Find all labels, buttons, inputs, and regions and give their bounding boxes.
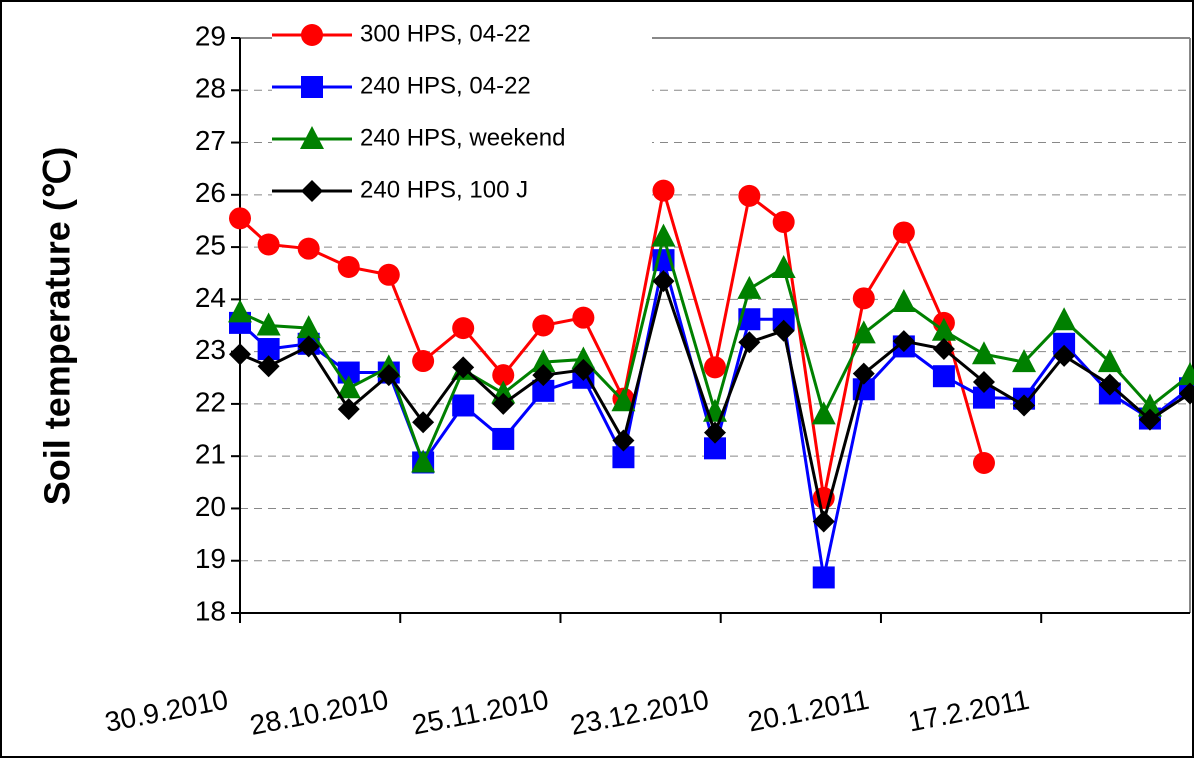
marker (229, 207, 251, 230)
marker (492, 392, 515, 415)
marker (531, 349, 556, 373)
marker (932, 365, 955, 388)
marker (772, 319, 795, 342)
y-tick-label: 27 (195, 125, 226, 156)
marker (452, 317, 475, 340)
marker (257, 233, 280, 256)
marker (532, 364, 555, 387)
y-tick-label: 19 (195, 543, 226, 574)
marker (1138, 408, 1161, 431)
marker (972, 386, 995, 409)
marker (411, 449, 436, 473)
marker (301, 24, 323, 46)
marker (296, 315, 321, 339)
marker (772, 211, 795, 233)
marker (811, 401, 836, 425)
marker (301, 76, 323, 98)
marker (652, 179, 675, 202)
marker (1097, 349, 1122, 373)
y-tick-label: 26 (195, 177, 226, 208)
marker (851, 320, 876, 344)
marker (611, 388, 636, 412)
marker (1179, 382, 1194, 405)
marker (612, 429, 635, 452)
marker (256, 312, 281, 336)
marker (892, 221, 915, 244)
marker (492, 364, 515, 387)
marker (651, 223, 676, 247)
marker (572, 358, 595, 381)
marker (257, 355, 280, 378)
marker (492, 427, 515, 450)
marker (704, 437, 726, 460)
marker (1052, 307, 1077, 331)
marker (1053, 344, 1076, 367)
marker (257, 338, 280, 361)
marker (772, 308, 795, 331)
marker (852, 287, 875, 310)
y-tick-label: 22 (195, 386, 226, 417)
legend-label: 240 HPS, 04-22 (360, 72, 531, 99)
y-axis-label: Soil temperature (℃) (37, 147, 78, 506)
y-tick-label: 29 (195, 20, 226, 51)
marker (452, 394, 475, 417)
y-tick-label: 28 (195, 73, 226, 104)
marker (412, 411, 435, 434)
y-tick-label: 18 (195, 595, 226, 626)
marker (412, 350, 435, 373)
marker (532, 379, 555, 402)
marker (297, 237, 320, 260)
marker (1013, 394, 1036, 417)
marker (1012, 349, 1037, 373)
marker (771, 255, 796, 278)
marker (377, 364, 400, 387)
legend-label: 240 HPS, 100 J (360, 176, 528, 203)
marker (337, 255, 360, 278)
marker (1098, 373, 1121, 396)
marker (704, 421, 726, 444)
marker (337, 398, 360, 421)
legend-label: 240 HPS, weekend (360, 124, 565, 151)
marker (300, 126, 324, 149)
marker (1178, 362, 1194, 386)
legend-label: 300 HPS, 04-22 (360, 20, 531, 47)
marker (229, 343, 251, 366)
marker (612, 446, 635, 469)
marker (1053, 332, 1076, 355)
marker (971, 341, 996, 365)
marker (891, 288, 916, 312)
y-tick-label: 20 (195, 491, 226, 522)
y-tick-label: 25 (195, 229, 226, 260)
marker (738, 331, 761, 354)
marker (738, 184, 761, 207)
y-tick-label: 23 (195, 334, 226, 365)
marker (532, 314, 555, 337)
marker (704, 356, 726, 379)
marker (297, 335, 320, 358)
marker (972, 370, 995, 393)
marker (301, 180, 323, 202)
marker (1137, 393, 1162, 417)
marker (737, 275, 762, 299)
marker (336, 375, 361, 399)
marker (812, 510, 835, 533)
y-tick-label: 24 (195, 282, 226, 313)
marker (852, 362, 875, 385)
marker (892, 330, 915, 353)
marker (932, 338, 955, 361)
marker (931, 317, 956, 341)
y-tick-label: 21 (195, 439, 226, 470)
marker (452, 356, 475, 379)
marker (572, 306, 595, 329)
marker (228, 299, 252, 323)
marker (652, 270, 675, 293)
marker (812, 566, 835, 589)
marker (571, 346, 596, 370)
marker (972, 451, 995, 474)
marker (377, 263, 400, 286)
